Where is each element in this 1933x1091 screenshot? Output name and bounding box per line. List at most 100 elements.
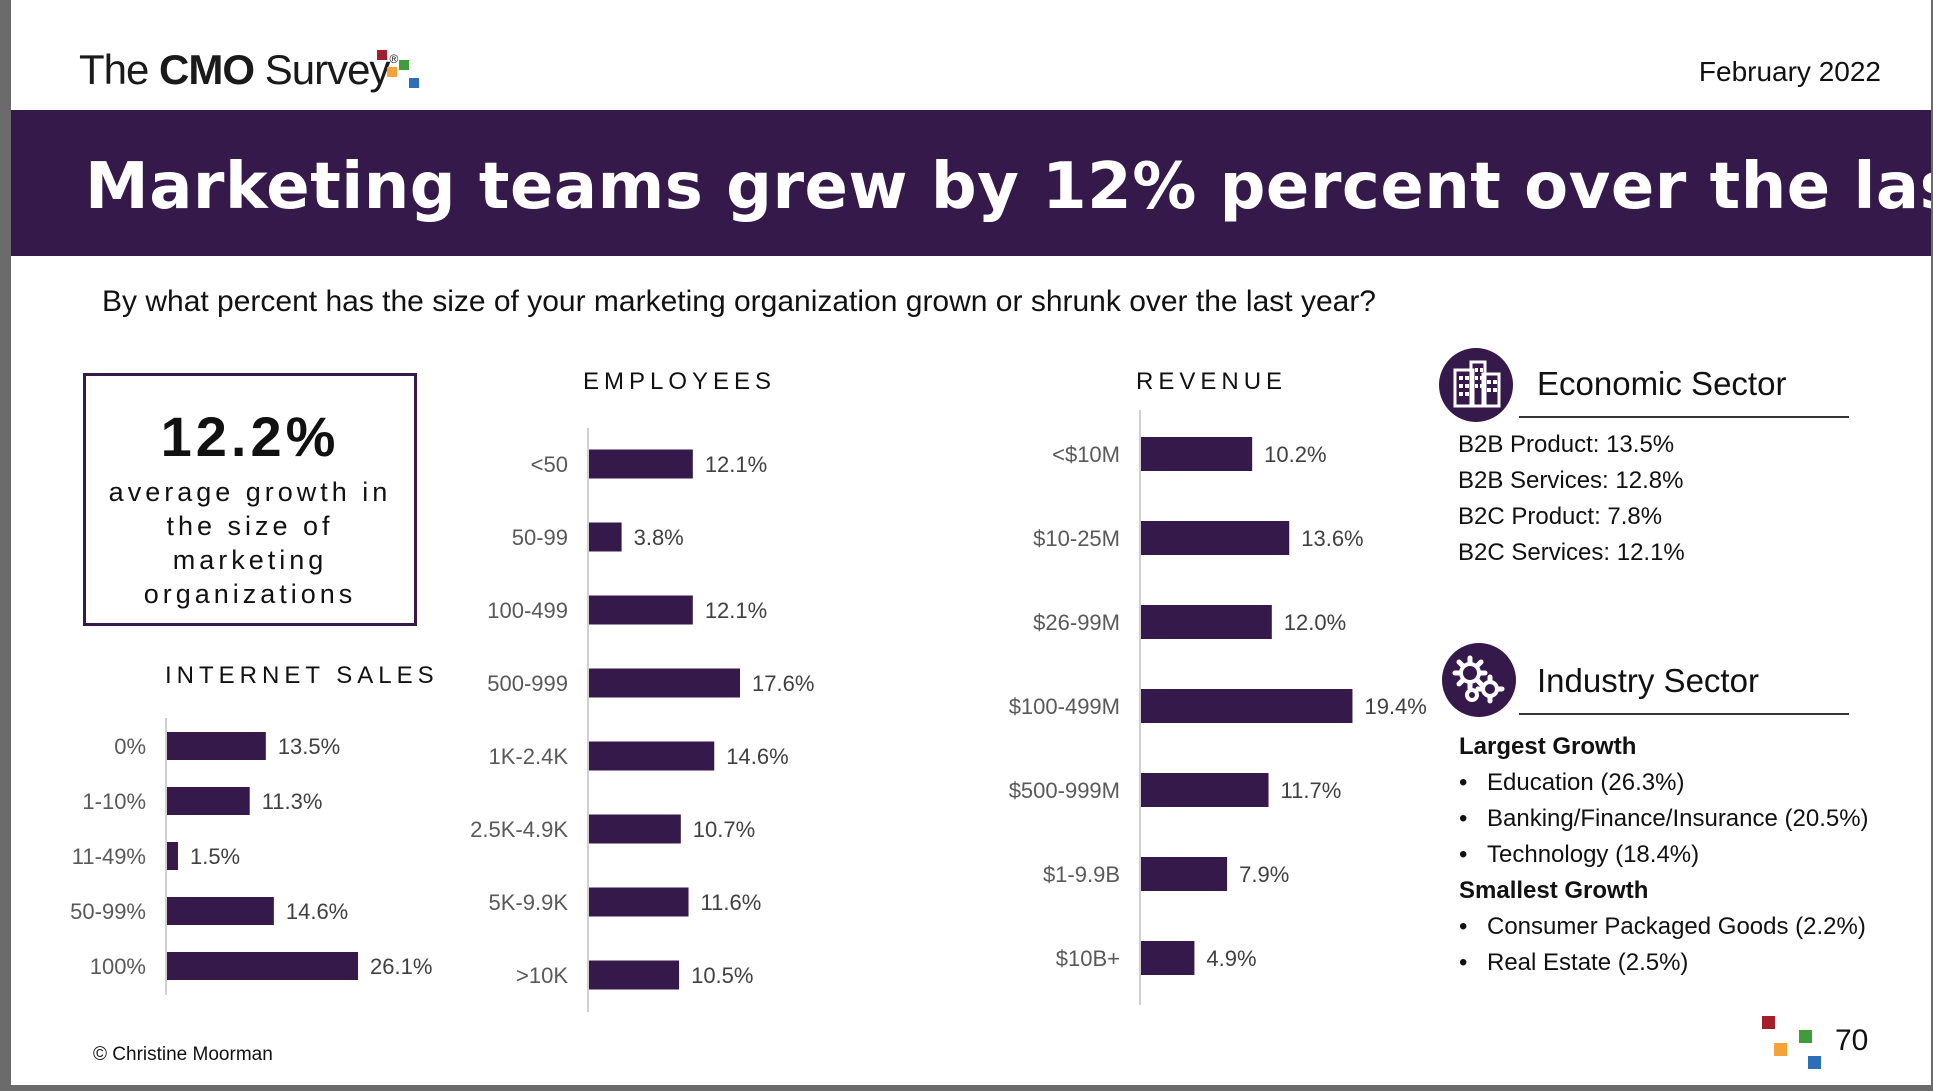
employees-bar bbox=[589, 960, 680, 990]
employees-title: EMPLOYEES bbox=[583, 368, 777, 395]
revenue-data-label: 10.2% bbox=[1264, 442, 1326, 467]
revenue-bar bbox=[1141, 689, 1353, 723]
internet-sales-data-label: 11.3% bbox=[262, 789, 323, 814]
internet-sales-tick-label: 50-99% bbox=[70, 899, 146, 924]
revenue-tick-label: $10-25M bbox=[1033, 526, 1120, 551]
internet-sales-bar bbox=[167, 842, 178, 870]
economic-sector-title: Economic Sector bbox=[1537, 365, 1787, 402]
internet-sales-data-label: 1.5% bbox=[190, 844, 240, 869]
employees-tick-label: <50 bbox=[531, 452, 568, 477]
revenue-bar bbox=[1141, 857, 1228, 891]
employees-tick-label: 100-499 bbox=[487, 598, 568, 623]
internet-sales-bar bbox=[167, 787, 250, 815]
internet-sales-data-label: 26.1% bbox=[370, 954, 432, 979]
logo-square-red bbox=[377, 50, 387, 60]
footer-square-green bbox=[1799, 1030, 1812, 1043]
employees-tick-label: 2.5K-4.9K bbox=[470, 817, 568, 842]
logo-square-green bbox=[399, 60, 409, 70]
revenue-bar bbox=[1141, 605, 1272, 639]
revenue-title: REVENUE bbox=[1136, 368, 1288, 395]
internet-sales-data-label: 14.6% bbox=[286, 899, 348, 924]
gears-icon bbox=[1442, 643, 1516, 717]
employees-data-label: 10.5% bbox=[691, 963, 753, 988]
industry-sector-divider bbox=[1519, 713, 1849, 715]
internet-sales-tick-label: 0% bbox=[114, 734, 146, 759]
internet-sales-bar bbox=[167, 732, 266, 760]
revenue-tick-label: $500-999M bbox=[1009, 778, 1120, 803]
kpi-value: 12.2% bbox=[160, 405, 340, 468]
industry-sector-list: Largest Growth Education (26.3%) Banking… bbox=[1459, 729, 1869, 981]
economic-sector-item: B2C Services: 12.1% bbox=[1458, 539, 1685, 566]
revenue-bar bbox=[1141, 941, 1195, 975]
employees-bar bbox=[589, 522, 622, 552]
revenue-tick-label: $26-99M bbox=[1033, 610, 1120, 635]
kpi-label: average growth in the size of marketing … bbox=[108, 477, 392, 609]
employees-data-label: 12.1% bbox=[705, 452, 767, 477]
employees-data-label: 3.8% bbox=[634, 525, 684, 550]
internet-sales-tick-label: 1-10% bbox=[82, 789, 146, 814]
industry-sector-title: Industry Sector bbox=[1537, 662, 1759, 699]
revenue-bar bbox=[1141, 521, 1290, 555]
revenue-bar bbox=[1141, 437, 1253, 471]
largest-growth-item: Technology (18.4%) bbox=[1459, 837, 1869, 873]
revenue-tick-label: $1-9.9B bbox=[1043, 862, 1120, 887]
smallest-growth-item: Real Estate (2.5%) bbox=[1459, 945, 1869, 981]
employees-bar bbox=[589, 814, 681, 844]
revenue-tick-label: $10B+ bbox=[1056, 946, 1120, 971]
logo-registered-mark: ® bbox=[389, 52, 398, 66]
employees-tick-label: 1K-2.4K bbox=[489, 744, 569, 769]
slide-title: Marketing teams grew by 12% percent over… bbox=[85, 150, 1931, 224]
employees-tick-label: 50-99 bbox=[512, 525, 568, 550]
logo-text-pre: The bbox=[79, 46, 160, 93]
employees-tick-label: >10K bbox=[516, 963, 568, 988]
smallest-growth-heading: Smallest Growth bbox=[1459, 877, 1649, 904]
internet-sales-data-label: 13.5% bbox=[278, 734, 340, 759]
internet-sales-bar bbox=[167, 897, 274, 925]
employees-bar bbox=[589, 595, 693, 625]
employees-data-label: 14.6% bbox=[726, 744, 788, 769]
economic-sector-item: B2B Product: 13.5% bbox=[1458, 431, 1675, 458]
footer-square-blue bbox=[1808, 1056, 1821, 1069]
logo-text-bold: CMO bbox=[159, 46, 255, 93]
revenue-data-label: 12.0% bbox=[1284, 610, 1346, 635]
largest-growth-heading: Largest Growth bbox=[1459, 733, 1637, 760]
report-date: February 2022 bbox=[1698, 56, 1881, 87]
economic-sector-list: B2B Product: 13.5% B2B Services: 12.8% B… bbox=[1458, 427, 1685, 571]
logo-square-blue bbox=[409, 78, 419, 88]
employees-bar bbox=[589, 741, 715, 771]
page-number: 70 bbox=[1835, 1024, 1869, 1057]
kpi-box: 12.2% average growth in the size of mark… bbox=[83, 373, 417, 626]
survey-question: By what percent has the size of your mar… bbox=[102, 285, 1376, 318]
employees-bar bbox=[589, 668, 741, 698]
largest-growth-item: Education (26.3%) bbox=[1459, 765, 1869, 801]
employees-data-label: 10.7% bbox=[693, 817, 755, 842]
employees-tick-label: 500-999 bbox=[487, 671, 568, 696]
title-banner: Marketing teams grew by 12% percent over… bbox=[11, 110, 1931, 256]
employees-bar bbox=[589, 449, 693, 479]
copyright: © Christine Moorman bbox=[93, 1044, 273, 1065]
employees-data-label: 17.6% bbox=[752, 671, 814, 696]
internet-sales-title: INTERNET SALES bbox=[165, 662, 439, 689]
revenue-tick-label: $100-499M bbox=[1009, 694, 1120, 719]
smallest-growth-item: Consumer Packaged Goods (2.2%) bbox=[1459, 909, 1869, 945]
internet-sales-tick-label: 100% bbox=[90, 954, 146, 979]
economic-sector-item: B2C Product: 7.8% bbox=[1458, 503, 1663, 530]
employees-data-label: 12.1% bbox=[705, 598, 767, 623]
logo-text: The CMO Survey® bbox=[79, 46, 398, 94]
footer-square-red bbox=[1762, 1016, 1775, 1029]
revenue-data-label: 11.7% bbox=[1281, 778, 1342, 803]
employees-tick-label: 5K-9.9K bbox=[489, 890, 569, 915]
economic-sector-item: B2B Services: 12.8% bbox=[1458, 467, 1684, 494]
buildings-icon bbox=[1439, 348, 1513, 422]
largest-growth-item: Banking/Finance/Insurance (20.5%) bbox=[1459, 801, 1869, 837]
revenue-data-label: 19.4% bbox=[1364, 694, 1426, 719]
internet-sales-chart: 0% 13.5% 1-10% 11.3% 11-49% 1.5% 50-99% 14.6% 10… bbox=[70, 410, 1427, 1012]
economic-sector-divider bbox=[1519, 416, 1849, 418]
footer-square-orange bbox=[1774, 1043, 1787, 1056]
internet-sales-tick-label: 11-49% bbox=[72, 844, 146, 869]
revenue-tick-label: <$10M bbox=[1052, 442, 1120, 467]
revenue-bar bbox=[1141, 773, 1269, 807]
revenue-data-label: 4.9% bbox=[1206, 946, 1256, 971]
employees-bar bbox=[589, 887, 689, 917]
internet-sales-bar bbox=[167, 952, 359, 980]
